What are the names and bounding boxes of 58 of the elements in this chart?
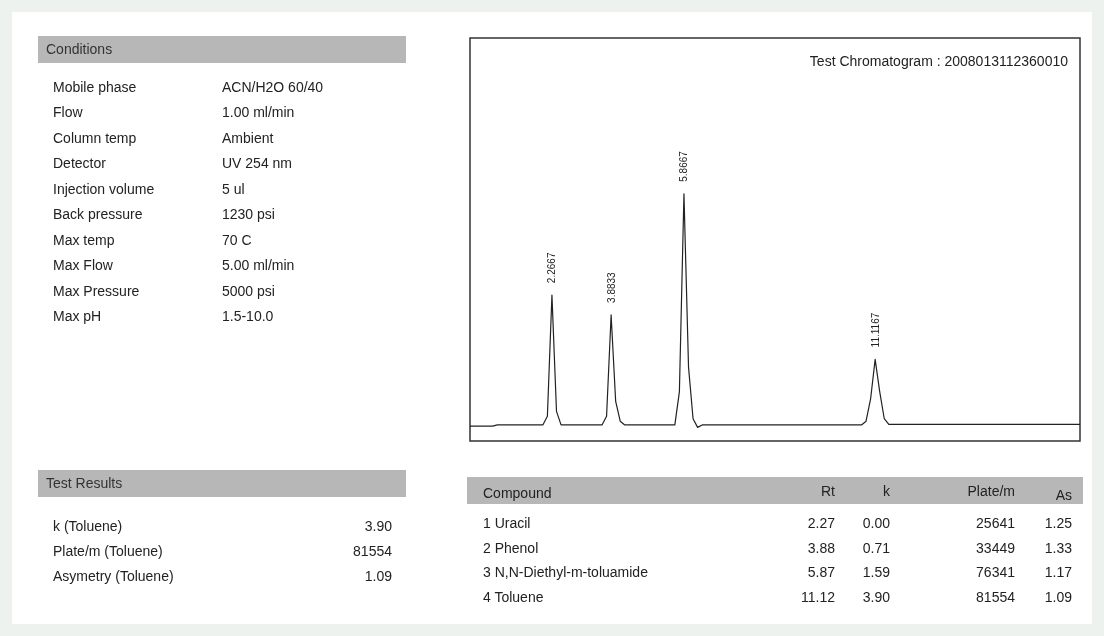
category-label: Flow xyxy=(53,103,83,122)
category-label: 4 Toluene xyxy=(483,587,544,606)
text: 1.00 ml/min xyxy=(222,104,295,121)
chart-title: Test Chromatogram : 2008013112360010 xyxy=(809,53,1069,69)
text: Test Results xyxy=(46,474,123,492)
text: 0.71 xyxy=(862,539,890,556)
category-label: k (Toluene) xyxy=(53,516,123,535)
category-label: Max pH xyxy=(53,307,102,326)
text: 25641 xyxy=(976,515,1015,532)
text: Conditions xyxy=(46,40,113,58)
text: Plate/m xyxy=(967,482,1015,500)
text: 5 ul xyxy=(222,180,245,197)
text: 1.25 xyxy=(1044,515,1072,532)
category-label: 2 Phenol xyxy=(483,538,539,557)
category-label: Injection volume xyxy=(53,179,155,198)
text: 5.87 xyxy=(807,564,835,581)
text: 1.59 xyxy=(862,564,890,581)
text: As xyxy=(1055,486,1072,504)
text: UV 254 nm xyxy=(222,155,293,172)
text: 33449 xyxy=(976,539,1015,556)
category-label: Column temp xyxy=(53,128,137,147)
category-label: Mobile phase xyxy=(53,77,137,96)
text: 1.09 xyxy=(364,567,392,584)
text: 1.5-10.0 xyxy=(222,308,274,325)
text: 5.8667 xyxy=(678,150,690,182)
text: Compound xyxy=(483,484,552,502)
category-label: Plate/m (Toluene) xyxy=(53,541,163,560)
category-label: Asymetry (Toluene) xyxy=(53,566,174,585)
category-label: Max Pressure xyxy=(53,281,140,300)
text: 5000 psi xyxy=(222,282,275,299)
text: 5.00 ml/min xyxy=(222,257,295,274)
text: 0.00 xyxy=(862,515,890,532)
text: ACN/H2O 60/40 xyxy=(222,78,324,95)
category-label: 3 N,N-Diethyl-m-toluamide xyxy=(483,563,648,582)
text: k xyxy=(883,482,890,500)
annotation: 11.1167 xyxy=(869,312,881,348)
annotation: 2.2667 xyxy=(546,252,558,284)
text: 3.88 xyxy=(807,539,835,556)
text: 76341 xyxy=(976,564,1015,581)
text: 81554 xyxy=(353,542,392,559)
text: 1.09 xyxy=(1044,588,1072,605)
text: 1230 psi xyxy=(222,206,275,223)
text: Ambient xyxy=(222,129,274,146)
text: 1.17 xyxy=(1044,564,1072,581)
text: 3.90 xyxy=(862,588,890,605)
text: 81554 xyxy=(976,588,1015,605)
category-label: Max Flow xyxy=(53,256,113,275)
category-label: Detector xyxy=(53,154,106,173)
annotation: 3.8833 xyxy=(605,271,617,303)
text: 1.33 xyxy=(1044,539,1072,556)
text: 70 C xyxy=(222,231,252,248)
category-label: Max temp xyxy=(53,230,115,249)
text: 2.27 xyxy=(807,515,835,532)
category-label: Back pressure xyxy=(53,205,143,224)
text: Rt xyxy=(821,482,835,500)
text: 11.12 xyxy=(801,588,835,605)
category-label: 1 Uracil xyxy=(483,514,531,533)
text: 3.90 xyxy=(364,517,392,534)
